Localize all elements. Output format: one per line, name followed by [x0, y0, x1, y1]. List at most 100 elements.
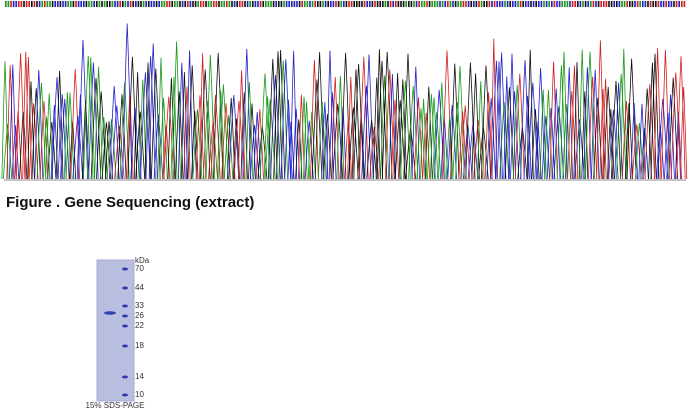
- base-tick: [275, 1, 277, 7]
- trace-peak: [227, 97, 236, 180]
- base-tick: [519, 1, 522, 7]
- trace-peak: [195, 95, 205, 180]
- base-tick: [647, 1, 649, 7]
- base-tick: [252, 1, 254, 7]
- trace-peak: [264, 99, 276, 180]
- base-tick: [366, 1, 368, 7]
- base-tick: [179, 1, 181, 7]
- trace-peak: [268, 58, 278, 180]
- trace-peak: [553, 106, 565, 180]
- trace-peak: [573, 62, 581, 180]
- base-tick: [561, 1, 563, 7]
- base-tick: [36, 1, 38, 7]
- base-tick: [262, 1, 264, 7]
- marker-band: [122, 393, 128, 397]
- trace-peak: [484, 92, 493, 180]
- trace-peak: [36, 82, 47, 180]
- base-tick: [93, 1, 95, 7]
- trace-peak: [375, 49, 384, 180]
- base-tick: [418, 1, 420, 7]
- base-tick: [514, 1, 517, 7]
- base-tick: [293, 1, 296, 7]
- base-tick: [28, 1, 30, 7]
- base-tick: [285, 1, 288, 7]
- trace-peak: [157, 57, 165, 180]
- trace-peak: [297, 94, 305, 180]
- trace-peak: [22, 52, 30, 180]
- marker-band: [122, 304, 128, 308]
- base-tick: [122, 1, 124, 7]
- base-tick: [662, 1, 665, 7]
- base-tick: [148, 1, 150, 7]
- trace-peak: [88, 62, 99, 180]
- base-tick: [150, 1, 153, 7]
- base-tick: [314, 1, 316, 7]
- base-tick: [405, 1, 407, 7]
- trace-peak: [369, 126, 380, 180]
- base-tick: [382, 1, 384, 7]
- trace-peak: [624, 103, 634, 180]
- base-tick: [527, 1, 530, 7]
- base-tick: [369, 1, 371, 7]
- base-tick: [116, 1, 119, 7]
- base-tick: [501, 1, 504, 7]
- marker-band: [122, 286, 128, 290]
- trace-peak: [270, 74, 281, 180]
- base-tick: [168, 1, 171, 7]
- trace-peak: [366, 120, 377, 180]
- base-tick: [603, 1, 605, 7]
- base-tick: [517, 1, 519, 7]
- base-tick: [140, 1, 142, 7]
- base-tick: [106, 1, 108, 7]
- base-tick: [480, 1, 483, 7]
- trace-peak: [339, 106, 347, 180]
- base-tick: [244, 1, 246, 7]
- trace-peak: [303, 101, 311, 180]
- base-tick: [41, 1, 43, 7]
- base-tick: [530, 1, 532, 7]
- base-tick: [291, 1, 293, 7]
- base-tick: [220, 1, 223, 7]
- base-tick: [330, 1, 332, 7]
- base-tick: [72, 1, 75, 7]
- trace-peak: [94, 66, 104, 180]
- base-tick: [189, 1, 192, 7]
- base-tick: [634, 1, 636, 7]
- base-tick: [132, 1, 134, 7]
- base-tick: [447, 1, 449, 7]
- base-tick: [384, 1, 387, 7]
- base-tick: [280, 1, 283, 7]
- trace-peak: [51, 77, 63, 180]
- base-tick: [124, 1, 127, 7]
- base-tick: [361, 1, 363, 7]
- base-tick: [23, 1, 25, 7]
- base-tick: [283, 1, 285, 7]
- trace-peak: [491, 60, 502, 180]
- base-tick: [184, 1, 186, 7]
- base-tick: [77, 1, 80, 7]
- trace-peak: [376, 60, 388, 180]
- base-tick: [343, 1, 345, 7]
- base-tick: [309, 1, 311, 7]
- base-tick: [64, 1, 67, 7]
- trace-peak: [109, 86, 120, 180]
- base-tick: [306, 1, 309, 7]
- trace-peak: [526, 49, 534, 180]
- base-tick: [171, 1, 173, 7]
- base-tick: [683, 1, 686, 7]
- base-tick: [491, 1, 493, 7]
- base-tick: [592, 1, 595, 7]
- base-tick: [345, 1, 348, 7]
- marker-label: 22: [135, 321, 144, 330]
- trace-peak: [287, 121, 295, 180]
- trace-peak: [656, 125, 665, 180]
- base-tick: [402, 1, 405, 7]
- marker-band: [122, 314, 128, 318]
- gel-unit: kDa: [135, 256, 150, 265]
- gel-border: [96, 259, 135, 402]
- base-tick: [200, 1, 202, 7]
- trace-peak: [527, 82, 539, 180]
- trace-peak: [208, 122, 218, 180]
- trace-peak: [106, 119, 117, 180]
- base-tick: [254, 1, 257, 7]
